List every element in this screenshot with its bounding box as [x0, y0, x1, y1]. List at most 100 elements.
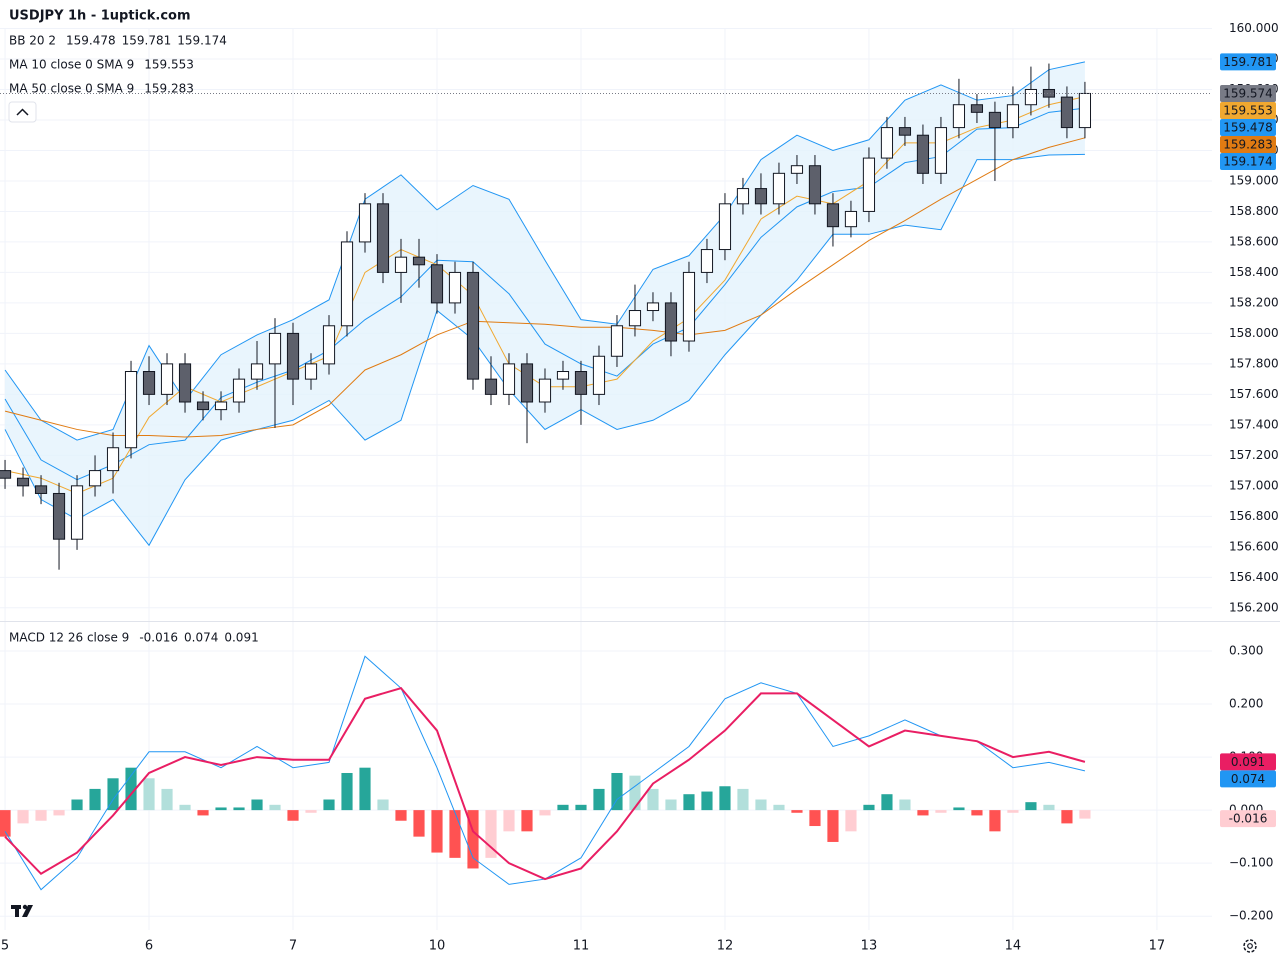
x-tick-label: 14 — [1005, 939, 1022, 954]
macd-pane — [0, 622, 1212, 930]
candle-body — [142, 371, 156, 395]
y-tick-label: −0.100 — [1229, 856, 1273, 870]
price-pane — [0, 28, 1212, 621]
histogram-bar — [485, 810, 497, 858]
x-tick-label: 11 — [573, 939, 590, 954]
y-tick-label: 0.300 — [1229, 643, 1263, 657]
candle-body — [214, 401, 228, 411]
histogram-bar — [755, 799, 767, 811]
y-tick-label: 157.200 — [1229, 448, 1279, 462]
candle-body — [106, 447, 120, 472]
gear-hub[interactable] — [1247, 943, 1253, 949]
candle-body — [736, 188, 750, 205]
price-tag — [1220, 84, 1276, 102]
candle-body — [934, 127, 948, 174]
histogram-bar — [683, 794, 695, 811]
gear[interactable] — [1243, 939, 1257, 953]
settings-icon[interactable] — [1243, 939, 1257, 953]
histogram-bar — [593, 788, 605, 811]
candle-body — [340, 241, 354, 327]
legend-label: MACD 12 26 close 9 — [9, 631, 129, 645]
histogram-bar — [89, 788, 101, 811]
candle-body — [1006, 104, 1020, 129]
histogram-bar — [233, 807, 245, 811]
price-tag-label: 0.074 — [1231, 772, 1265, 786]
candle-body — [484, 378, 498, 395]
candle-body — [646, 302, 660, 312]
histogram-bar — [629, 775, 641, 811]
logo-part — [22, 904, 28, 910]
price-tag-label: 159.781 — [1223, 55, 1273, 69]
histogram-bar — [863, 804, 875, 811]
y-tick-label: 158.400 — [1229, 265, 1279, 279]
logo — [11, 904, 33, 917]
candle-body — [358, 203, 372, 243]
legend-value: 159.478 — [66, 34, 116, 48]
histogram-bar — [323, 799, 335, 811]
collapse-button[interactable] — [8, 101, 37, 123]
candle-body — [322, 325, 336, 365]
y-tick-label: 156.400 — [1229, 570, 1279, 584]
y-tick-label: −0.200 — [1229, 909, 1273, 923]
candle-body — [664, 302, 678, 342]
histogram-bar — [611, 772, 623, 811]
candle-body — [862, 157, 876, 212]
y-tick-label: 158.000 — [1229, 326, 1279, 340]
candle-body — [88, 470, 102, 487]
candle-body — [70, 485, 84, 540]
histogram-bar — [809, 810, 821, 827]
candle-body — [808, 165, 822, 205]
candle-body — [538, 378, 552, 403]
candle-body — [304, 363, 318, 380]
legend-value: 159.781 — [122, 34, 172, 48]
candle-body — [880, 127, 894, 159]
logo-part — [22, 905, 33, 917]
legend-value: 0.074 — [184, 631, 218, 645]
price-tag — [1220, 101, 1276, 119]
logo-part — [15, 905, 19, 917]
histogram-bar — [341, 772, 353, 811]
price-tag — [1220, 53, 1276, 71]
candle-body — [610, 325, 624, 357]
histogram-bar — [287, 810, 299, 821]
candle-body — [988, 111, 1002, 129]
y-tick-label: 159.000 — [1229, 173, 1279, 187]
histogram-bar — [989, 810, 1001, 832]
price-tag-label: 159.478 — [1223, 120, 1273, 134]
histogram-bar — [215, 807, 227, 811]
histogram-bar — [449, 810, 461, 858]
price-tag-label: 0.091 — [1231, 755, 1265, 769]
candle-body — [286, 332, 300, 380]
candle-body — [718, 203, 732, 251]
candle-body — [502, 363, 516, 395]
y-tick-label: 157.000 — [1229, 478, 1279, 492]
candle-body — [592, 355, 606, 395]
candle-body — [178, 363, 192, 403]
y-tick-label: 160.000 — [1229, 21, 1279, 35]
collapse-icon — [16, 108, 29, 116]
candle-body — [448, 271, 462, 304]
y-tick-label: 158.600 — [1229, 234, 1279, 248]
y-tick-label: 157.800 — [1229, 356, 1279, 370]
indicator-line — [4, 107, 1085, 481]
legend-label: MA 50 close 0 SMA 9 — [9, 82, 134, 96]
histogram-bar — [1043, 804, 1055, 811]
candle-body — [1024, 88, 1038, 106]
indicator-line — [4, 153, 1085, 547]
price-tag — [1220, 152, 1276, 170]
price-tag-label: 159.283 — [1223, 137, 1273, 151]
x-tick-label: 13 — [861, 939, 878, 954]
candle-body — [34, 485, 48, 494]
candle-body — [556, 371, 570, 380]
histogram-bar — [1079, 810, 1091, 819]
candle-body — [268, 332, 282, 365]
candle-body — [412, 256, 426, 266]
price-tag — [1220, 118, 1276, 136]
histogram-bar — [575, 804, 587, 811]
histogram-bar — [269, 804, 281, 811]
histogram-bar — [0, 810, 11, 837]
candle-body — [952, 104, 966, 129]
legend-value: -0.016 — [139, 631, 178, 645]
axes: 156.200 156.400 156.600 156.800 157.000 157.2… — [1, 21, 1279, 954]
candle-body — [628, 310, 642, 327]
